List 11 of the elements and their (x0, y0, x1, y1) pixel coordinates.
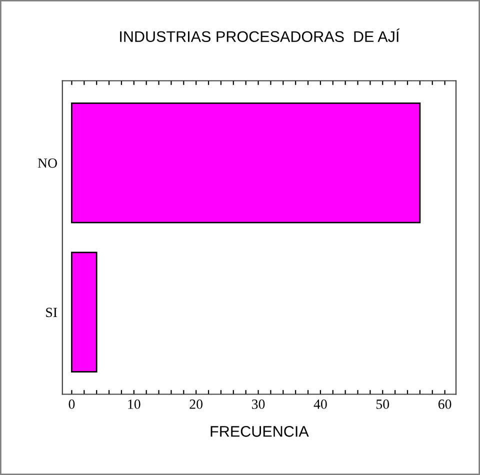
x-tick-label: 0 (68, 400, 75, 409)
y-tick-label: NO (38, 158, 57, 168)
chart-title: INDUSTRIAS PROCESADORAS DE AJÍ (120, 28, 400, 42)
x-tick-label: 10 (128, 400, 140, 409)
x-tick-label: 30 (252, 400, 265, 409)
x-tick-label: 40 (314, 400, 327, 409)
x-axis-title: FRECUENCIA (210, 426, 309, 437)
y-tick-label: SI (46, 308, 58, 318)
x-tick-label: 50 (376, 400, 390, 409)
x-tick-label: 60 (438, 400, 452, 409)
x-tick-label: 20 (190, 400, 202, 409)
